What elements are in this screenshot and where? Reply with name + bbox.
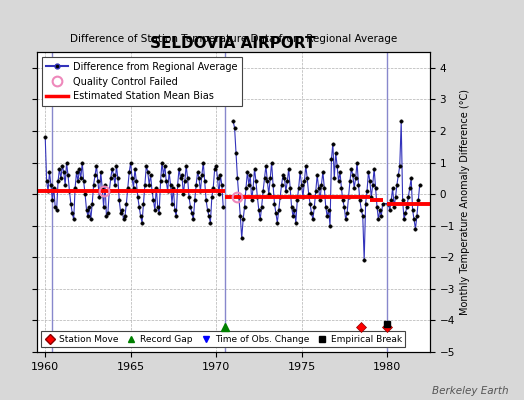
Title: SELDOVIA AIRPORT: SELDOVIA AIRPORT [150,36,316,51]
Legend: Station Move, Record Gap, Time of Obs. Change, Empirical Break: Station Move, Record Gap, Time of Obs. C… [41,331,406,348]
Y-axis label: Monthly Temperature Anomaly Difference (°C): Monthly Temperature Anomaly Difference (… [460,89,471,315]
Text: Difference of Station Temperature Data from Regional Average: Difference of Station Temperature Data f… [70,34,397,44]
Text: Berkeley Earth: Berkeley Earth [432,386,508,396]
